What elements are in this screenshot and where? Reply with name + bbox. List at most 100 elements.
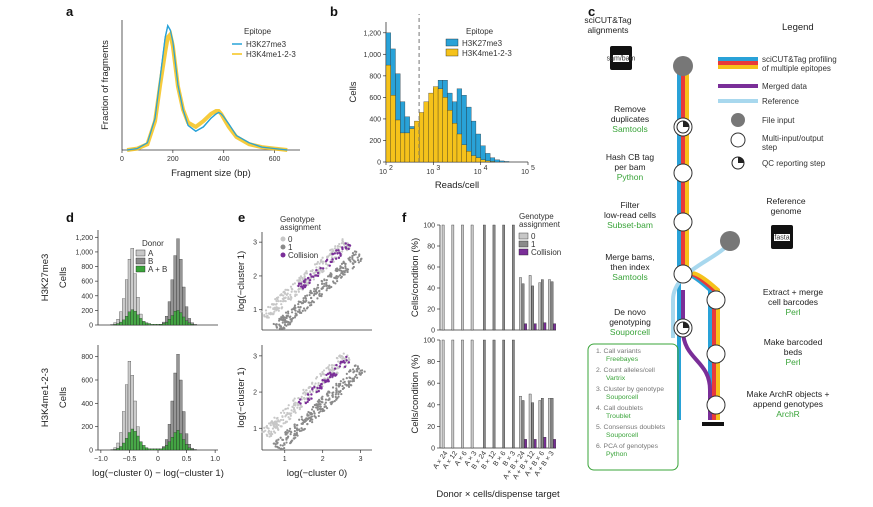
bar-Collision xyxy=(533,323,537,331)
scatter-point-1 xyxy=(316,408,319,411)
hist-bar-B xyxy=(193,449,197,451)
scatter-point-0 xyxy=(275,306,278,309)
y-tick-label: 100 xyxy=(423,223,435,230)
scatter-point-collision xyxy=(310,397,313,400)
y-tick-label: 800 xyxy=(369,73,381,80)
legend-label: H3K27me3 xyxy=(462,39,503,48)
scatter-point-1 xyxy=(279,318,283,321)
scatter-point-0 xyxy=(300,395,303,398)
scatter-point-0 xyxy=(326,376,329,380)
scatter-point-1 xyxy=(327,398,330,402)
x-tick-exponent: 5 xyxy=(531,165,535,172)
bar-Collision xyxy=(524,439,527,449)
step-tool: Subset-bam xyxy=(607,220,653,230)
scatter-point-collision xyxy=(316,274,320,278)
bar-1 xyxy=(541,279,544,331)
scatter-point-1 xyxy=(292,434,296,437)
x-tick-label: 10 xyxy=(474,169,482,176)
step-node xyxy=(673,264,693,284)
scatter-point-0 xyxy=(317,381,320,385)
scatter-point-0 xyxy=(326,264,330,267)
scatter-point-collision xyxy=(332,373,335,377)
scatter-point-0 xyxy=(341,250,344,253)
souporcell-box xyxy=(587,343,679,471)
substep-label: 5. Consensus doublets xyxy=(596,424,666,431)
hist-bar-A + B xyxy=(167,319,172,326)
legend-qc-icon xyxy=(738,157,744,163)
legend-label: B xyxy=(148,257,153,266)
scatter-point-1 xyxy=(359,258,363,261)
bar-0 xyxy=(470,339,474,449)
scatter-point-0 xyxy=(269,306,272,309)
bar-1 xyxy=(483,224,486,331)
bar-0 xyxy=(451,339,455,449)
hist-bar-A + B xyxy=(139,441,143,451)
scatter-point-1 xyxy=(356,256,359,259)
hist-bar-H3K4me1-2-3 xyxy=(447,110,453,163)
scatter-point-1 xyxy=(300,427,303,430)
scatter-point-collision xyxy=(315,390,318,394)
bar-0 xyxy=(461,339,464,449)
scatter-point-1 xyxy=(301,309,304,312)
scatter-point-0 xyxy=(314,382,317,385)
x-axis-label: log(−cluster 0) xyxy=(287,468,347,479)
scatter-point-1 xyxy=(350,384,353,387)
legend-label: Collision xyxy=(288,251,318,260)
scatter-point-0 xyxy=(300,405,303,408)
step-tool: Perl xyxy=(785,357,800,367)
legend-label: A + B xyxy=(148,265,167,274)
scatter-point-0 xyxy=(269,433,273,437)
y-tick-label: 2 xyxy=(253,273,257,280)
scatter-point-1 xyxy=(339,276,343,279)
substep-tool: Souporcell xyxy=(606,394,639,401)
scatter-point-0 xyxy=(303,275,306,278)
scatter-point-1 xyxy=(302,297,305,300)
scatter-point-1 xyxy=(316,404,319,407)
y-tick-label: 400 xyxy=(369,116,381,123)
scatter-point-1 xyxy=(279,325,282,328)
x-tick-label: 3 xyxy=(359,456,363,463)
scatter-point-collision xyxy=(316,386,319,390)
scatter-point-1 xyxy=(312,410,316,413)
scatter-point-1 xyxy=(325,278,328,282)
scatter-point-collision xyxy=(310,393,313,396)
bar-Collision xyxy=(553,439,556,449)
scatter-point-collision xyxy=(325,259,328,263)
x-axis-label: Donor × cells/dispense target xyxy=(436,489,560,500)
scatter-point-0 xyxy=(261,430,264,433)
hist-bar-A + B xyxy=(130,309,134,326)
step-node xyxy=(706,395,726,415)
scatter-point-1 xyxy=(336,279,339,283)
y-tick-label: 200 xyxy=(81,308,93,315)
hist-bar-A + B xyxy=(170,437,174,451)
scatter-point-collision xyxy=(299,285,303,288)
legend-label: 1 xyxy=(531,240,536,249)
hist-bar-H3K4me1-2-3 xyxy=(409,128,415,163)
hist-bar-A + B xyxy=(122,442,126,451)
scatter-point-1 xyxy=(298,308,301,311)
step-tool: Samtools xyxy=(612,272,647,282)
scatter-point-0 xyxy=(296,279,299,282)
step-tool: Samtools xyxy=(612,124,647,134)
scatter-point-collision xyxy=(339,252,342,256)
scatter-point-1 xyxy=(356,258,360,262)
y-tick-label: 60 xyxy=(427,381,435,388)
hist-bar-H3K4me1-2-3 xyxy=(456,133,462,163)
y-tick-label: 600 xyxy=(369,95,381,102)
hist-bar-A + B xyxy=(124,438,129,451)
step-tool: Python xyxy=(617,172,644,182)
y-axis-label: Cells xyxy=(348,81,359,102)
panel-label-e: e xyxy=(238,210,245,225)
scatter-point-0 xyxy=(289,414,292,417)
hist-bar-H3K4me1-2-3 xyxy=(400,132,406,163)
step-label: Make ArchR objects + append genotypes xyxy=(747,389,830,409)
scatter-point-1 xyxy=(281,327,284,330)
hist-bar-H3K4me1-2-3 xyxy=(404,132,410,163)
bar-1 xyxy=(512,339,515,449)
scatter-point-0 xyxy=(287,295,290,299)
x-tick-exponent: 4 xyxy=(484,165,488,172)
scatter-point-1 xyxy=(310,301,313,304)
x-tick-label: 10 xyxy=(521,169,529,176)
scatter-point-1 xyxy=(319,405,322,408)
scatter-point-0 xyxy=(287,416,290,419)
